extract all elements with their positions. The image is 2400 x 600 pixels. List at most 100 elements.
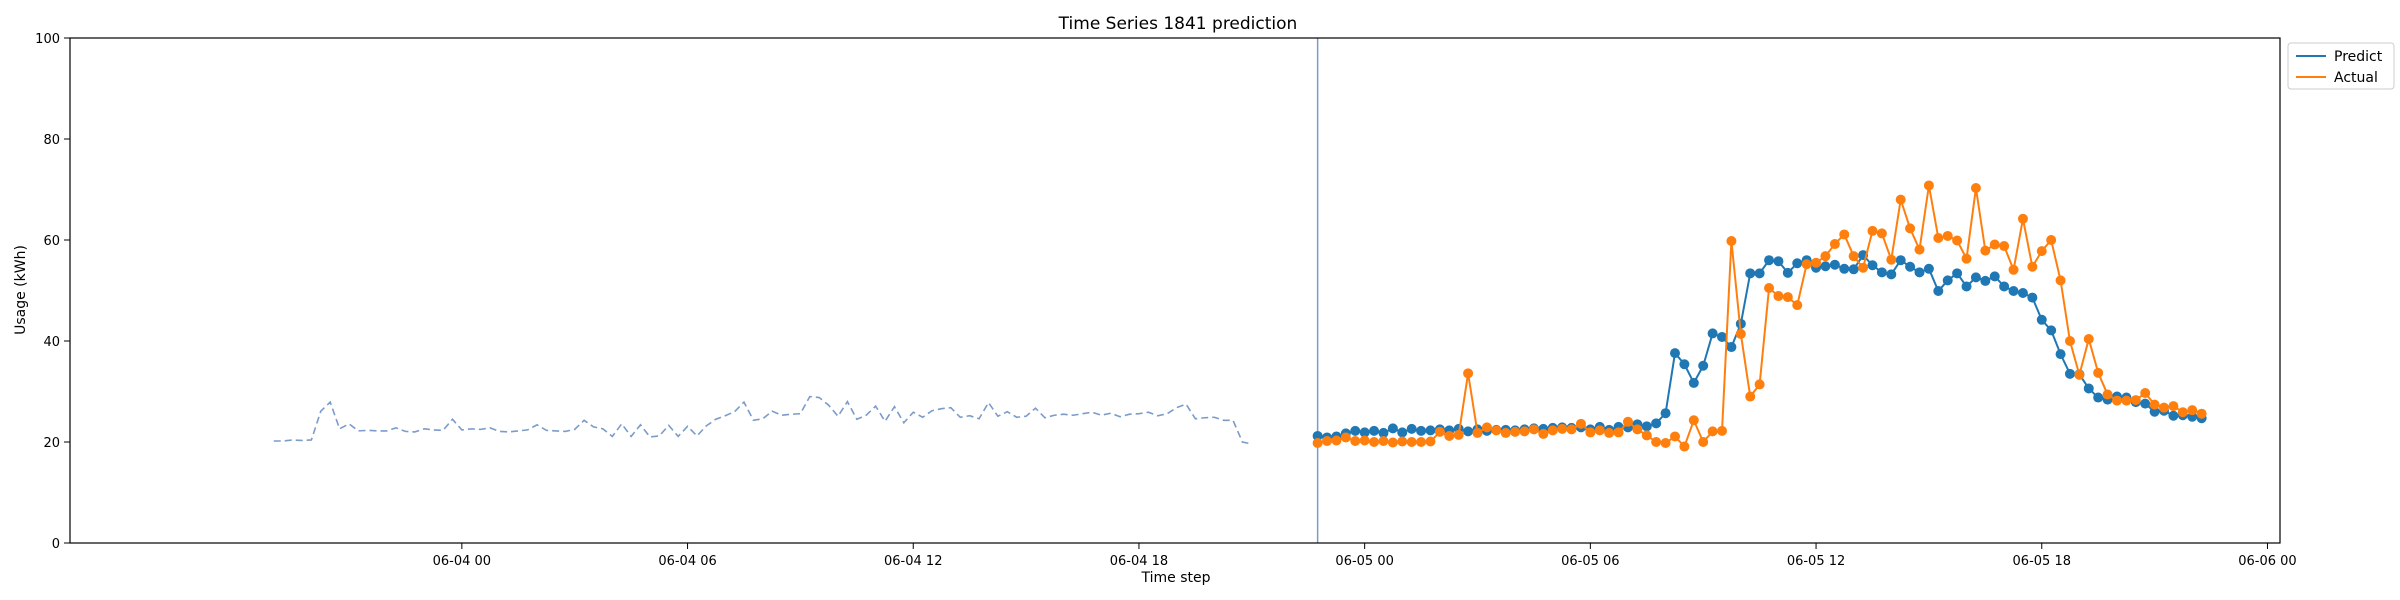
actual-point-69	[1961, 253, 1972, 264]
predict-point-10	[1406, 423, 1417, 434]
actual-point-52	[1801, 259, 1812, 270]
predict-point-91	[2168, 410, 2179, 421]
predict-point-46	[1745, 268, 1756, 279]
actual-point-42	[1707, 426, 1718, 437]
x-axis-label: Time step	[1141, 570, 1211, 586]
predict-point-57	[1848, 264, 1859, 275]
predict-point-64	[1914, 267, 1925, 278]
actual-point-10	[1406, 437, 1417, 447]
actual-point-16	[1463, 368, 1474, 379]
actual-point-35	[1641, 430, 1652, 441]
actual-point-28	[1575, 418, 1586, 429]
x-axis: 06-04 00 06-04 06 06-04 12 06-04 18 06-05 00…	[433, 543, 2297, 569]
actual-point-46	[1745, 391, 1756, 402]
predict-point-79	[2055, 349, 2066, 360]
legend-actual-label: Actual	[2334, 70, 2378, 86]
predict-point-11	[1416, 425, 1427, 436]
actual-point-3	[1340, 432, 1351, 443]
actual-point-57	[1848, 251, 1859, 262]
actual-point-11	[1416, 437, 1427, 447]
x-tick-label-8: 06-06 00	[2238, 554, 2296, 569]
predict-series	[1312, 250, 2207, 443]
y-tick-label-40: 40	[43, 335, 60, 350]
actual-point-63	[1905, 223, 1916, 234]
actual-point-4	[1350, 435, 1361, 446]
actual-point-56	[1839, 229, 1850, 240]
actual-point-30	[1594, 425, 1605, 436]
actual-point-61	[1886, 254, 1897, 265]
actual-point-45	[1735, 328, 1746, 339]
actual-point-59	[1867, 225, 1878, 236]
actual-point-55	[1829, 239, 1840, 250]
x-tick-label-1: 06-04 06	[658, 554, 716, 569]
predict-point-42	[1707, 328, 1718, 339]
x-tick-label-7: 06-05 18	[2013, 554, 2071, 569]
actual-point-5	[1359, 435, 1370, 446]
predict-point-7	[1378, 427, 1389, 438]
history-series	[273, 395, 1252, 445]
predict-point-16	[1463, 426, 1474, 437]
actual-point-2	[1331, 435, 1342, 446]
actual-point-94	[2196, 408, 2207, 419]
predict-point-55	[1829, 259, 1840, 270]
predict-point-40	[1688, 377, 1699, 388]
x-tick-label-3: 06-04 18	[1110, 554, 1168, 569]
actual-point-81	[2074, 369, 2085, 380]
actual-point-20	[1500, 427, 1511, 438]
predict-point-68	[1952, 268, 1963, 279]
x-tick-label-0: 06-04 00	[433, 554, 491, 569]
actual-point-62	[1895, 194, 1906, 205]
predict-point-72	[1989, 271, 2000, 282]
predict-point-82	[2083, 383, 2094, 394]
y-tick-label-0: 0	[52, 537, 60, 552]
actual-point-65	[1923, 180, 1934, 191]
predict-point-5	[1359, 427, 1370, 438]
predict-point-76	[2027, 292, 2038, 303]
predict-point-69	[1961, 281, 1972, 292]
predict-point-49	[1773, 256, 1784, 267]
actual-point-88	[2140, 388, 2151, 399]
predict-point-70	[1970, 272, 1981, 283]
predict-point-65	[1923, 263, 1934, 274]
predict-point-83	[2093, 392, 2104, 403]
actual-point-29	[1585, 427, 1596, 438]
actual-point-58	[1858, 262, 1869, 273]
y-tick-label-80: 80	[43, 133, 60, 148]
actual-point-17	[1472, 427, 1483, 438]
predict-point-75	[2017, 288, 2028, 299]
predict-point-9	[1397, 427, 1408, 438]
actual-point-73	[1999, 241, 2010, 252]
predict-point-37	[1660, 408, 1671, 419]
x-tick-label-4: 06-05 00	[1335, 554, 1393, 569]
predict-line	[1317, 253, 2202, 439]
actual-point-78	[2046, 235, 2057, 245]
actual-point-21	[1510, 426, 1521, 437]
actual-point-44	[1726, 236, 1737, 247]
predict-point-6	[1369, 425, 1380, 436]
actual-point-40	[1688, 415, 1699, 426]
predict-point-43	[1717, 331, 1728, 342]
actual-point-7	[1378, 435, 1389, 446]
predict-point-38	[1669, 348, 1680, 359]
predict-point-0	[1312, 430, 1323, 441]
predict-point-67	[1942, 275, 1953, 286]
actual-point-39	[1679, 441, 1690, 452]
actual-point-36	[1651, 437, 1662, 447]
actual-point-74	[2008, 264, 2019, 275]
chart-title: Time Series 1841 prediction	[1058, 14, 1298, 34]
y-tick-label-60: 60	[43, 234, 60, 249]
actual-point-91	[2168, 401, 2179, 412]
actual-point-70	[1970, 182, 1981, 193]
actual-point-92	[2177, 407, 2188, 418]
predict-point-56	[1839, 263, 1850, 274]
predict-point-44	[1726, 342, 1737, 353]
history-line	[273, 395, 1252, 445]
actual-point-37	[1660, 438, 1671, 449]
y-tick-label-20: 20	[43, 436, 60, 451]
actual-point-27	[1566, 424, 1577, 435]
actual-point-23	[1528, 424, 1539, 435]
actual-point-72	[1989, 239, 2000, 250]
actual-point-26	[1557, 423, 1568, 434]
actual-point-83	[2093, 367, 2104, 378]
